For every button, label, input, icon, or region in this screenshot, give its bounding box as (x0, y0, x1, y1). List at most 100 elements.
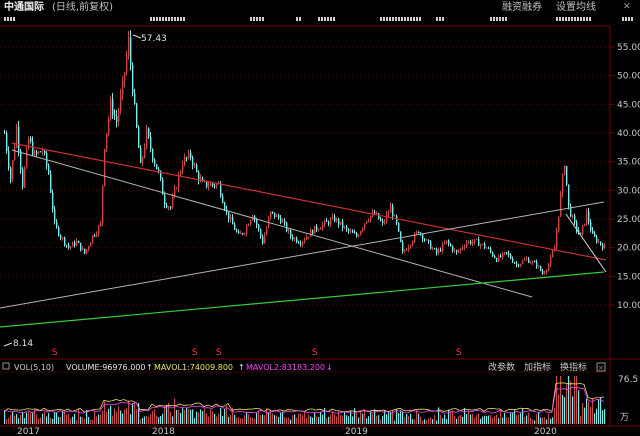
volume-bar[interactable] (516, 415, 518, 424)
candle-body[interactable] (168, 206, 170, 208)
sell-marker[interactable]: S (192, 348, 198, 358)
volume-bar[interactable] (80, 416, 82, 424)
candle-body[interactable] (462, 247, 464, 249)
candle-body[interactable] (580, 232, 582, 234)
volume-bar[interactable] (296, 417, 298, 424)
volume-bar[interactable] (218, 413, 220, 424)
volume-bar[interactable] (326, 418, 328, 424)
candle-body[interactable] (62, 237, 64, 239)
candle-body[interactable] (76, 240, 78, 246)
volume-bar[interactable] (242, 418, 244, 424)
volume-bar[interactable] (424, 419, 426, 424)
candle-body[interactable] (126, 55, 128, 73)
candle-body[interactable] (222, 196, 224, 203)
candle-body[interactable] (58, 226, 60, 236)
volume-bar[interactable] (460, 415, 462, 424)
candle-body[interactable] (240, 233, 242, 235)
candle-body[interactable] (330, 219, 332, 225)
volume-bar[interactable] (482, 416, 484, 424)
volume-bar[interactable] (142, 418, 144, 424)
volume-bar[interactable] (22, 411, 24, 424)
candle-body[interactable] (12, 160, 14, 180)
candle-body[interactable] (270, 211, 272, 219)
candle-body[interactable] (166, 204, 168, 208)
volume-bar[interactable] (450, 411, 452, 424)
volume-bar[interactable] (266, 408, 268, 424)
candle-body[interactable] (536, 261, 538, 267)
volume-bar[interactable] (70, 418, 72, 424)
candle-body[interactable] (152, 149, 154, 161)
candle-body[interactable] (584, 223, 586, 226)
candle-body[interactable] (564, 165, 566, 175)
volume-bar[interactable] (368, 416, 370, 424)
candle-body[interactable] (494, 255, 496, 259)
candle-body[interactable] (188, 152, 190, 158)
volume-bar[interactable] (228, 416, 230, 424)
candle-body[interactable] (118, 111, 120, 123)
candle-body[interactable] (586, 211, 588, 224)
candle-body[interactable] (232, 217, 234, 225)
candle-body[interactable] (344, 226, 346, 228)
candle-body[interactable] (512, 258, 514, 263)
volume-bar[interactable] (336, 416, 338, 424)
candle-body[interactable] (424, 239, 426, 241)
candle-body[interactable] (510, 254, 512, 259)
candle-body[interactable] (358, 235, 360, 237)
volume-bar[interactable] (64, 411, 66, 424)
candle-body[interactable] (172, 196, 174, 208)
candle-body[interactable] (378, 213, 380, 220)
candle-body[interactable] (74, 242, 76, 246)
volume-bar[interactable] (600, 397, 602, 424)
volume-bar[interactable] (364, 410, 366, 424)
candle-body[interactable] (320, 228, 322, 230)
volume-bar[interactable] (408, 416, 410, 424)
volume-bar[interactable] (422, 420, 424, 424)
volume-bar[interactable] (26, 412, 28, 424)
volume-bar[interactable] (540, 417, 542, 424)
volume-bar[interactable] (48, 413, 50, 424)
volume-bar[interactable] (38, 418, 40, 424)
volume-bar[interactable] (288, 417, 290, 424)
volume-bar[interactable] (82, 417, 84, 424)
volume-bar[interactable] (454, 415, 456, 424)
candle-body[interactable] (302, 241, 304, 245)
volume-bar[interactable] (344, 411, 346, 424)
volume-bar[interactable] (76, 420, 78, 424)
candle-body[interactable] (174, 188, 176, 197)
candle-body[interactable] (500, 255, 502, 257)
candle-body[interactable] (214, 184, 216, 187)
volume-bar[interactable] (256, 412, 258, 424)
volume-bar[interactable] (494, 416, 496, 424)
volume-bar[interactable] (180, 413, 182, 424)
volume-bar[interactable] (106, 411, 108, 424)
volume-bar[interactable] (396, 408, 398, 424)
volume-bar[interactable] (92, 419, 94, 424)
candle-body[interactable] (600, 241, 602, 245)
volume-bar[interactable] (220, 408, 222, 424)
volume-bar[interactable] (542, 417, 544, 424)
volume-bar[interactable] (386, 414, 388, 424)
volume-bar[interactable] (148, 417, 150, 424)
volume-bar[interactable] (30, 413, 32, 424)
candle-body[interactable] (82, 248, 84, 251)
candle-body[interactable] (544, 272, 546, 274)
volume-bar[interactable] (118, 406, 120, 424)
candle-body[interactable] (454, 249, 456, 251)
candle-body[interactable] (448, 240, 450, 244)
candle-body[interactable] (574, 215, 576, 222)
candle-body[interactable] (466, 242, 468, 247)
candle-body[interactable] (220, 183, 222, 197)
volume-bar[interactable] (502, 417, 504, 424)
volume-bar[interactable] (406, 413, 408, 424)
candle-body[interactable] (356, 233, 358, 237)
volume-bar[interactable] (492, 417, 494, 424)
candle-body[interactable] (134, 93, 136, 104)
candle-body[interactable] (180, 171, 182, 175)
volume-bar[interactable] (294, 414, 296, 424)
volume-bar[interactable] (412, 419, 414, 424)
volume-bar[interactable] (170, 411, 172, 424)
candle-body[interactable] (496, 258, 498, 262)
volume-bar[interactable] (352, 416, 354, 424)
candle-body[interactable] (434, 248, 436, 250)
volume-bar[interactable] (554, 407, 556, 424)
